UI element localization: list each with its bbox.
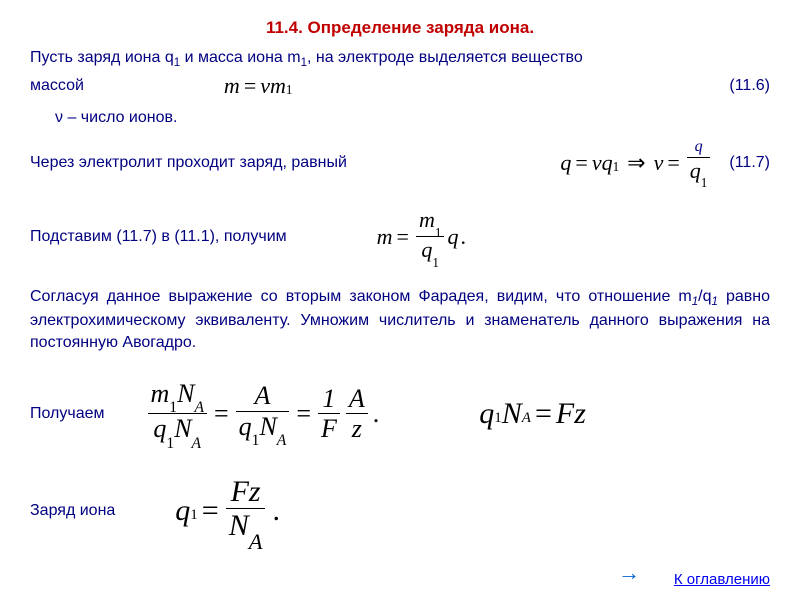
text: и масса иона m — [180, 49, 300, 66]
text: , на электроде выделяется вещество — [307, 49, 583, 66]
text-substitute: Подставим (11.7) в (11.1), получим — [30, 228, 287, 246]
toc-link[interactable]: К оглавлению — [674, 571, 770, 588]
equation-avogadro: m1NAq1NA = Aq1NA = 1F Az . — [145, 380, 380, 448]
equation-number: (11.6) — [729, 77, 770, 95]
text-mass: массой — [30, 76, 84, 97]
section-title: 11.4. Определение заряда иона. — [0, 0, 800, 38]
text-ion-charge: Заряд иона — [30, 502, 115, 520]
text: /q — [698, 288, 711, 305]
equation-11-6: m=νm1 — [224, 73, 293, 99]
equation-ion-charge: q1= FzNA . — [175, 476, 280, 547]
equation-q1NA: q1NA =Fz — [479, 397, 586, 431]
text: Согласуя данное выражение со вторым зако… — [30, 288, 692, 305]
paragraph-faraday: Согласуя данное выражение со вторым зако… — [0, 266, 800, 354]
equation-mass-result: m= m1q1 q. — [377, 208, 466, 266]
text-charge-line: Через электролит проходит заряд, равный — [30, 154, 347, 172]
text-nu-def: ν – число ионов. — [0, 99, 800, 127]
text-obtain: Получаем — [30, 405, 105, 423]
arrow-icon: → — [618, 560, 640, 586]
equation-11-7: q=νq1 ⇒ ν= qq1 — [560, 139, 713, 186]
text: Пусть заряд иона q — [30, 49, 174, 66]
paragraph-intro: Пусть заряд иона q1 и масса иона m1, на … — [0, 38, 800, 71]
equation-number: (11.7) — [729, 154, 770, 172]
